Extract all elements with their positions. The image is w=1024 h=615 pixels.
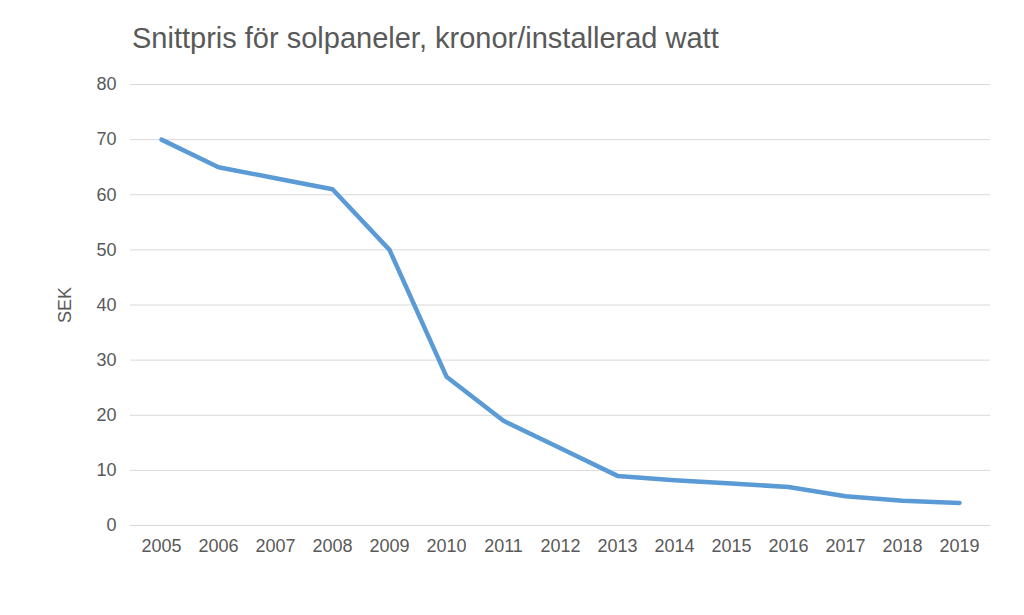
svg-text:2018: 2018 bbox=[882, 536, 922, 556]
svg-text:2016: 2016 bbox=[768, 536, 808, 556]
svg-text:2009: 2009 bbox=[369, 536, 409, 556]
svg-text:2006: 2006 bbox=[198, 536, 238, 556]
svg-text:2017: 2017 bbox=[825, 536, 865, 556]
svg-text:2005: 2005 bbox=[141, 536, 181, 556]
svg-text:0: 0 bbox=[106, 515, 116, 535]
svg-text:10: 10 bbox=[96, 460, 116, 480]
svg-text:30: 30 bbox=[96, 350, 116, 370]
svg-text:2014: 2014 bbox=[654, 536, 694, 556]
svg-text:2011: 2011 bbox=[484, 536, 523, 556]
svg-text:80: 80 bbox=[96, 74, 116, 94]
svg-text:40: 40 bbox=[96, 295, 116, 315]
svg-text:2010: 2010 bbox=[426, 536, 466, 556]
svg-text:2012: 2012 bbox=[540, 536, 580, 556]
svg-text:SEK: SEK bbox=[55, 287, 75, 323]
svg-text:70: 70 bbox=[96, 129, 116, 149]
svg-text:50: 50 bbox=[96, 240, 116, 260]
svg-text:2019: 2019 bbox=[939, 536, 979, 556]
svg-text:2015: 2015 bbox=[711, 536, 751, 556]
svg-text:2013: 2013 bbox=[597, 536, 637, 556]
html-text:Snittpris för solpaneler, kron: Snittpris för solpaneler, kronor/install… bbox=[132, 22, 719, 54]
svg-text:2008: 2008 bbox=[312, 536, 352, 556]
svg-text:2007: 2007 bbox=[255, 536, 295, 556]
svg-text:60: 60 bbox=[96, 185, 116, 205]
svg-text:20: 20 bbox=[96, 405, 116, 425]
